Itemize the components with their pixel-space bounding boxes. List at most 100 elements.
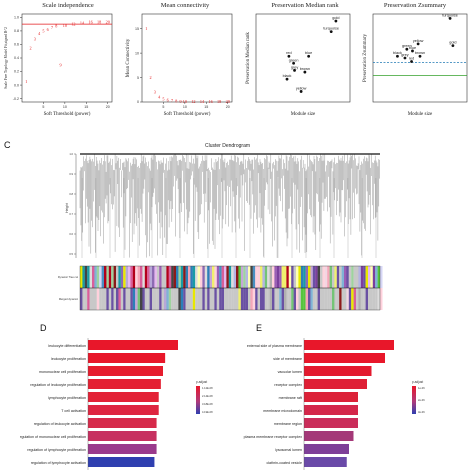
module-color-strip <box>231 266 234 288</box>
module-color-strip <box>152 266 155 288</box>
merged-color-strip <box>245 288 249 310</box>
merged-color-strip <box>233 288 237 310</box>
merged-color-strip <box>89 288 93 310</box>
module-color-strip <box>92 266 95 288</box>
bar <box>88 457 155 467</box>
data-point-label: 1 <box>145 26 147 31</box>
data-point <box>411 49 414 53</box>
x-tick-label: 5 <box>162 105 164 109</box>
data-point-label: blue <box>409 46 416 50</box>
bar-category-label: lysosomal lumen <box>275 448 302 452</box>
x-axis-title: Soft Threshold (power) <box>164 112 211 117</box>
merged-color-strip <box>190 288 193 310</box>
data-point-label: 12 <box>191 99 195 104</box>
merged-color-strip <box>368 288 371 310</box>
module-color-strip <box>228 266 232 288</box>
merged-color-strip <box>226 288 229 310</box>
merged-color-strip <box>120 288 124 310</box>
bar <box>304 405 358 415</box>
merged-color-strip <box>363 288 366 310</box>
module-color-strip <box>310 266 313 288</box>
data-point-label: brown <box>300 67 310 71</box>
legend-colorbar <box>196 386 200 414</box>
module-color-strip <box>365 266 369 288</box>
merged-color-strip <box>116 288 119 310</box>
merged-color-strip <box>238 288 241 310</box>
panel-b-title: Mean connectivity <box>160 2 210 9</box>
data-point <box>307 54 311 58</box>
module-color-strip <box>339 266 342 288</box>
merged-color-strip <box>118 288 121 310</box>
y-tick-label: 0.4 <box>14 56 19 60</box>
module-color-strip <box>272 266 275 288</box>
module-color-strip <box>284 266 287 288</box>
merged-color-strip <box>224 288 227 310</box>
merged-color-strip <box>240 288 244 310</box>
module-color-strip <box>178 266 181 288</box>
data-point <box>292 61 295 65</box>
module-color-strip <box>245 266 249 288</box>
module-color-strip <box>308 266 311 288</box>
module-color-strip <box>202 266 205 288</box>
y-tick-label: 0.2 <box>14 70 19 74</box>
bar-category-label: leukocyte proliferation <box>51 357 86 361</box>
merged-color-strip <box>166 288 169 310</box>
merged-color-strip <box>310 288 313 310</box>
panel-d-letter: D <box>40 323 47 333</box>
data-point-label: 9 <box>180 99 182 104</box>
panel-a-title: Scale independence <box>42 2 94 9</box>
module-color-strip <box>360 266 364 288</box>
data-point-label: black <box>393 51 402 55</box>
merged-color-strip <box>358 288 361 310</box>
merged-color-strip <box>180 288 184 310</box>
data-point-label: 1 <box>25 79 27 84</box>
data-point <box>405 47 409 51</box>
bar <box>88 340 178 350</box>
module-color-strip <box>142 266 145 288</box>
module-color-strip <box>164 266 167 288</box>
merged-color-strip <box>94 288 97 310</box>
merged-color-strip <box>315 288 318 310</box>
bar-category-label: regulation of mononuclear cell prolifera… <box>20 435 86 439</box>
merged-color-strip <box>327 288 330 310</box>
merged-color-strip <box>197 288 201 310</box>
merged-color-strip <box>154 288 157 310</box>
module-color-strip <box>212 266 215 288</box>
merged-color-strip <box>308 288 311 310</box>
merged-color-strip <box>341 288 345 310</box>
merged-color-strip <box>348 288 352 310</box>
data-point-label: 12 <box>71 22 75 27</box>
merged-color-strip <box>375 288 378 310</box>
y-axis-title: Preservation Median rank <box>246 32 251 84</box>
merged-color-strip <box>216 288 220 310</box>
merged-color-strip <box>183 288 186 310</box>
data-point-label: 9 <box>60 62 62 67</box>
data-point-label: green <box>289 58 299 62</box>
merged-color-strip <box>200 288 203 310</box>
merged-color-strip <box>248 288 251 310</box>
module-color-strip <box>264 266 268 288</box>
module-color-strip <box>375 266 378 288</box>
module-color-strip <box>269 266 273 288</box>
legend-tick-label: 1.12E-08 <box>202 386 213 390</box>
x-tick-label: 15 <box>204 105 208 109</box>
y-tick-label: 1.0 <box>14 16 19 20</box>
legend-tick-label: 3e-06 <box>418 410 425 414</box>
merged-color-strip <box>142 288 145 310</box>
data-point-label: 2 <box>150 75 152 80</box>
merged-color-strip <box>80 288 83 310</box>
module-color-strip <box>104 266 107 288</box>
y-tick-label: 0.6 <box>14 43 19 47</box>
legend-title: p.adjust <box>196 380 207 384</box>
data-point <box>293 68 296 72</box>
dendrogram-branches <box>79 154 380 258</box>
module-color-strip <box>276 266 280 288</box>
merged-color-strip <box>372 288 376 310</box>
merged-color-strip <box>257 288 261 310</box>
data-point-label: red <box>409 57 415 61</box>
data-point-label: yellow <box>413 39 424 43</box>
x-tick-label: 5 <box>42 105 44 109</box>
module-color-strip <box>370 266 373 288</box>
module-color-strip <box>156 266 160 288</box>
module-color-strip <box>238 266 241 288</box>
